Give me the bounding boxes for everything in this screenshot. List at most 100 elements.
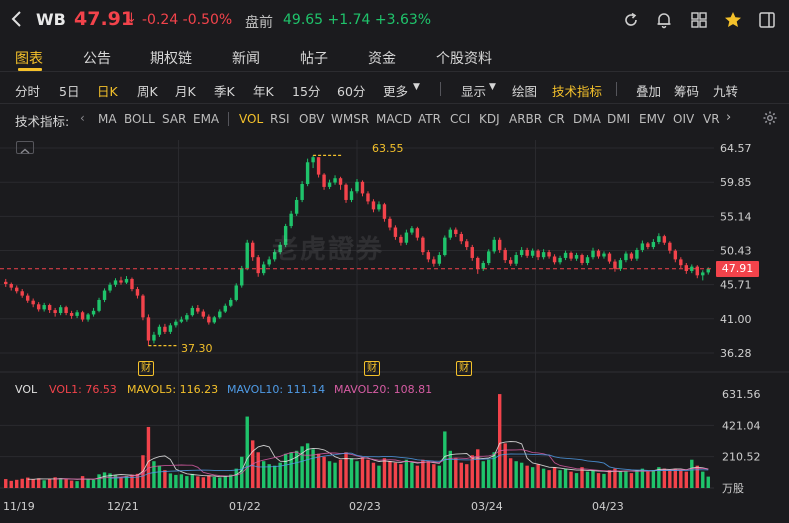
candle-body bbox=[503, 249, 507, 261]
period-quarterly[interactable]: 季K bbox=[214, 84, 235, 99]
bell-icon[interactable] bbox=[654, 10, 674, 30]
gear-icon[interactable] bbox=[762, 110, 778, 126]
grid-icon[interactable] bbox=[689, 10, 709, 30]
indicator-atr[interactable]: ATR bbox=[418, 112, 441, 126]
indicators-button[interactable]: 技术指标 bbox=[552, 84, 603, 99]
period-intraday[interactable]: 分时 bbox=[15, 84, 41, 99]
volume-bar bbox=[668, 470, 672, 488]
tab-company-profile[interactable]: 个股资料 bbox=[436, 51, 492, 67]
candle-body bbox=[585, 257, 590, 263]
earnings-badge[interactable]: 财 bbox=[456, 361, 472, 376]
indicator-vol[interactable]: VOL bbox=[239, 112, 264, 126]
volume-bar bbox=[651, 470, 656, 488]
scroll-left-icon[interactable]: ‹ bbox=[80, 111, 85, 125]
volume-bar bbox=[481, 461, 485, 488]
chart-canvas[interactable]: 64.57 59.85 55.14 50.43 45.71 41.00 36.28 631.5… bbox=[0, 132, 789, 523]
volume-bar bbox=[706, 476, 710, 488]
tab-chart[interactable]: 图表 bbox=[15, 51, 43, 67]
candle-body bbox=[519, 249, 524, 256]
overlay-button[interactable]: 叠加 bbox=[636, 84, 662, 99]
sidebar-icon[interactable] bbox=[757, 10, 777, 30]
collapse-toggle-icon[interactable] bbox=[16, 141, 34, 154]
star-icon[interactable] bbox=[723, 10, 743, 30]
volume-axis-label: 210.52 bbox=[722, 451, 761, 464]
period-daily[interactable]: 日K bbox=[97, 84, 118, 99]
indicator-cci[interactable]: CCI bbox=[450, 112, 471, 126]
candle-body bbox=[525, 249, 529, 256]
candle-body bbox=[146, 317, 151, 341]
draw-button[interactable]: 绘图 bbox=[512, 84, 538, 99]
volume-bar bbox=[42, 480, 46, 488]
period-weekly[interactable]: 周K bbox=[137, 84, 158, 99]
volume-bar bbox=[75, 481, 79, 488]
last-price-tag: 47.91 bbox=[716, 261, 759, 277]
candle-body bbox=[432, 259, 436, 264]
volume-bar bbox=[448, 450, 453, 488]
period-5d[interactable]: 5日 bbox=[59, 84, 80, 99]
indicator-bar: 技术指标: ‹ MA BOLL SAR EMA VOL RSI OBV WMSR… bbox=[0, 104, 789, 132]
candle-body bbox=[190, 307, 195, 316]
indicator-vr[interactable]: VR bbox=[703, 112, 720, 126]
tab-announcements[interactable]: 公告 bbox=[83, 51, 111, 67]
indicator-oiv[interactable]: OIV bbox=[673, 112, 695, 126]
indicator-ma[interactable]: MA bbox=[98, 112, 117, 126]
volume-bar bbox=[371, 462, 376, 488]
chips-button[interactable]: 筹码 bbox=[674, 84, 700, 99]
volume-bar bbox=[135, 473, 140, 488]
candle-body bbox=[547, 252, 551, 257]
candle-body bbox=[15, 287, 19, 292]
indicator-emv[interactable]: EMV bbox=[639, 112, 666, 126]
indicator-macd[interactable]: MACD bbox=[376, 112, 412, 126]
more-dropdown-icon[interactable]: ▼ bbox=[413, 82, 420, 92]
volume-bar bbox=[552, 467, 557, 488]
period-more[interactable]: 更多 bbox=[383, 84, 409, 99]
candle-body bbox=[283, 226, 288, 245]
candle-body bbox=[229, 299, 233, 306]
candle-body bbox=[684, 265, 689, 271]
refresh-icon[interactable] bbox=[621, 10, 641, 30]
candle-body bbox=[563, 252, 568, 258]
td-sequential-button[interactable]: 九转 bbox=[713, 84, 739, 99]
volume-bar bbox=[294, 450, 299, 488]
tab-posts[interactable]: 帖子 bbox=[300, 51, 328, 67]
price-axis-label: 45.71 bbox=[720, 279, 752, 292]
volume-bar bbox=[207, 475, 211, 488]
indicator-dma[interactable]: DMA bbox=[573, 112, 601, 126]
indicator-obv[interactable]: OBV bbox=[299, 112, 325, 126]
display-dropdown-icon[interactable]: ▼ bbox=[489, 82, 496, 92]
period-15min[interactable]: 15分 bbox=[292, 84, 321, 99]
volume-bar bbox=[25, 477, 30, 488]
indicator-boll[interactable]: BOLL bbox=[124, 112, 155, 126]
volume-bar bbox=[487, 459, 491, 488]
indicator-dmi[interactable]: DMI bbox=[607, 112, 631, 126]
period-yearly[interactable]: 年K bbox=[253, 84, 274, 99]
display-menu[interactable]: 显示 bbox=[461, 84, 487, 99]
period-monthly[interactable]: 月K bbox=[175, 84, 196, 99]
indicator-sar[interactable]: SAR bbox=[162, 112, 187, 126]
watermark: 老虎證券 bbox=[272, 235, 385, 265]
tab-capital-flow[interactable]: 资金 bbox=[368, 51, 396, 67]
indicator-arbr[interactable]: ARBR bbox=[509, 112, 543, 126]
earnings-badge[interactable]: 财 bbox=[138, 361, 154, 376]
volume-bar bbox=[261, 461, 266, 488]
volume-legend-mavol20: MAVOL20: 108.81 bbox=[334, 383, 433, 396]
candle-body bbox=[31, 300, 35, 305]
scroll-right-icon[interactable]: › bbox=[726, 110, 732, 125]
tab-options-chain[interactable]: 期权链 bbox=[150, 51, 192, 67]
candle-body bbox=[64, 307, 68, 313]
back-icon[interactable] bbox=[11, 10, 29, 30]
tab-news[interactable]: 新闻 bbox=[232, 51, 260, 67]
candle-body bbox=[706, 268, 710, 273]
indicator-cr[interactable]: CR bbox=[548, 112, 565, 126]
indicator-kdj[interactable]: KDJ bbox=[479, 112, 500, 126]
stock-chart[interactable]: 64.57 59.85 55.14 50.43 45.71 41.00 36.28 631.5… bbox=[0, 132, 789, 523]
volume-bar bbox=[338, 459, 343, 488]
earnings-badge[interactable]: 财 bbox=[364, 361, 380, 376]
volume-axis-label: 万股 bbox=[722, 482, 744, 495]
candle-body bbox=[25, 295, 30, 301]
indicator-rsi[interactable]: RSI bbox=[270, 112, 290, 126]
indicator-wmsr[interactable]: WMSR bbox=[331, 112, 370, 126]
period-60min[interactable]: 60分 bbox=[337, 84, 366, 99]
candle-body bbox=[646, 243, 650, 248]
indicator-ema[interactable]: EMA bbox=[193, 112, 220, 126]
